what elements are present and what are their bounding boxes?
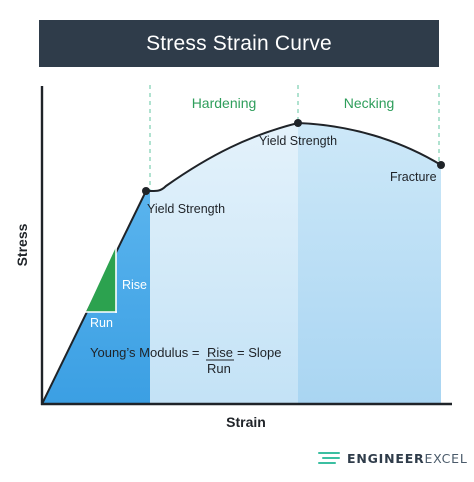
formula-suffix: = Slope [237, 345, 281, 360]
y-axis-label: Stress [14, 223, 30, 266]
logo-text-part1: ENGINEER [347, 450, 425, 466]
title-bar: Stress Strain Curve [39, 20, 439, 67]
formula-prefix: Young’s Modulus = [90, 345, 200, 360]
hardening-label: Hardening [192, 95, 257, 111]
stress-strain-curve [41, 121, 442, 405]
engineerexcel-logo: ENGINEEREXCEL [317, 450, 468, 466]
logo-text-part2: EXCEL [424, 450, 468, 466]
run-label: Run [90, 316, 113, 330]
formula-denominator: Run [207, 361, 231, 376]
rise-label: Rise [122, 278, 147, 292]
yield-strength-upper-label: Yield Strength [259, 134, 337, 148]
slope-triangle [86, 247, 116, 312]
yield-strength-lower-label: Yield Strength [147, 202, 225, 216]
fracture-point-marker [437, 161, 445, 169]
logo-text: ENGINEEREXCEL [347, 451, 468, 466]
yield-point-upper-marker [294, 119, 302, 127]
hardening-area [150, 123, 298, 404]
formula-numerator: Rise [207, 345, 233, 360]
logo-icon [318, 452, 340, 464]
chart-title: Stress Strain Curve [146, 31, 332, 55]
necking-label: Necking [344, 95, 395, 111]
necking-area [298, 123, 441, 404]
fracture-label: Fracture [390, 170, 437, 184]
x-axis-label: Strain [226, 414, 266, 430]
yield-point-lower-marker [142, 187, 150, 195]
